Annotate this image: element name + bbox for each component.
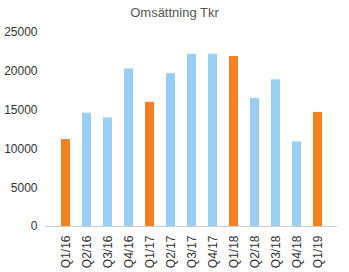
svg-text:Q2/18: Q2/18: [248, 235, 262, 268]
svg-text:15000: 15000: [4, 103, 38, 117]
svg-text:Q3/17: Q3/17: [185, 235, 199, 268]
svg-text:Q3/18: Q3/18: [269, 235, 283, 268]
svg-text:Q4/17: Q4/17: [206, 235, 220, 268]
svg-text:Q1/17: Q1/17: [143, 235, 157, 268]
svg-text:Q2/16: Q2/16: [80, 235, 94, 268]
svg-text:Q2/17: Q2/17: [164, 235, 178, 268]
svg-text:Q1/18: Q1/18: [227, 235, 241, 268]
svg-text:Q1/16: Q1/16: [59, 235, 73, 268]
svg-text:5000: 5000: [11, 181, 38, 195]
svg-text:10000: 10000: [4, 142, 38, 156]
svg-text:Q4/18: Q4/18: [290, 235, 304, 268]
svg-text:Q3/16: Q3/16: [101, 235, 115, 268]
svg-text:Q1/19: Q1/19: [311, 235, 325, 268]
svg-text:0: 0: [31, 219, 38, 233]
html-text:Omsättning Tkr: Omsättning Tkr: [130, 5, 219, 20]
svg-text:Q4/16: Q4/16: [122, 235, 136, 268]
svg-text:20000: 20000: [4, 64, 38, 78]
svg-text:25000: 25000: [4, 25, 38, 39]
